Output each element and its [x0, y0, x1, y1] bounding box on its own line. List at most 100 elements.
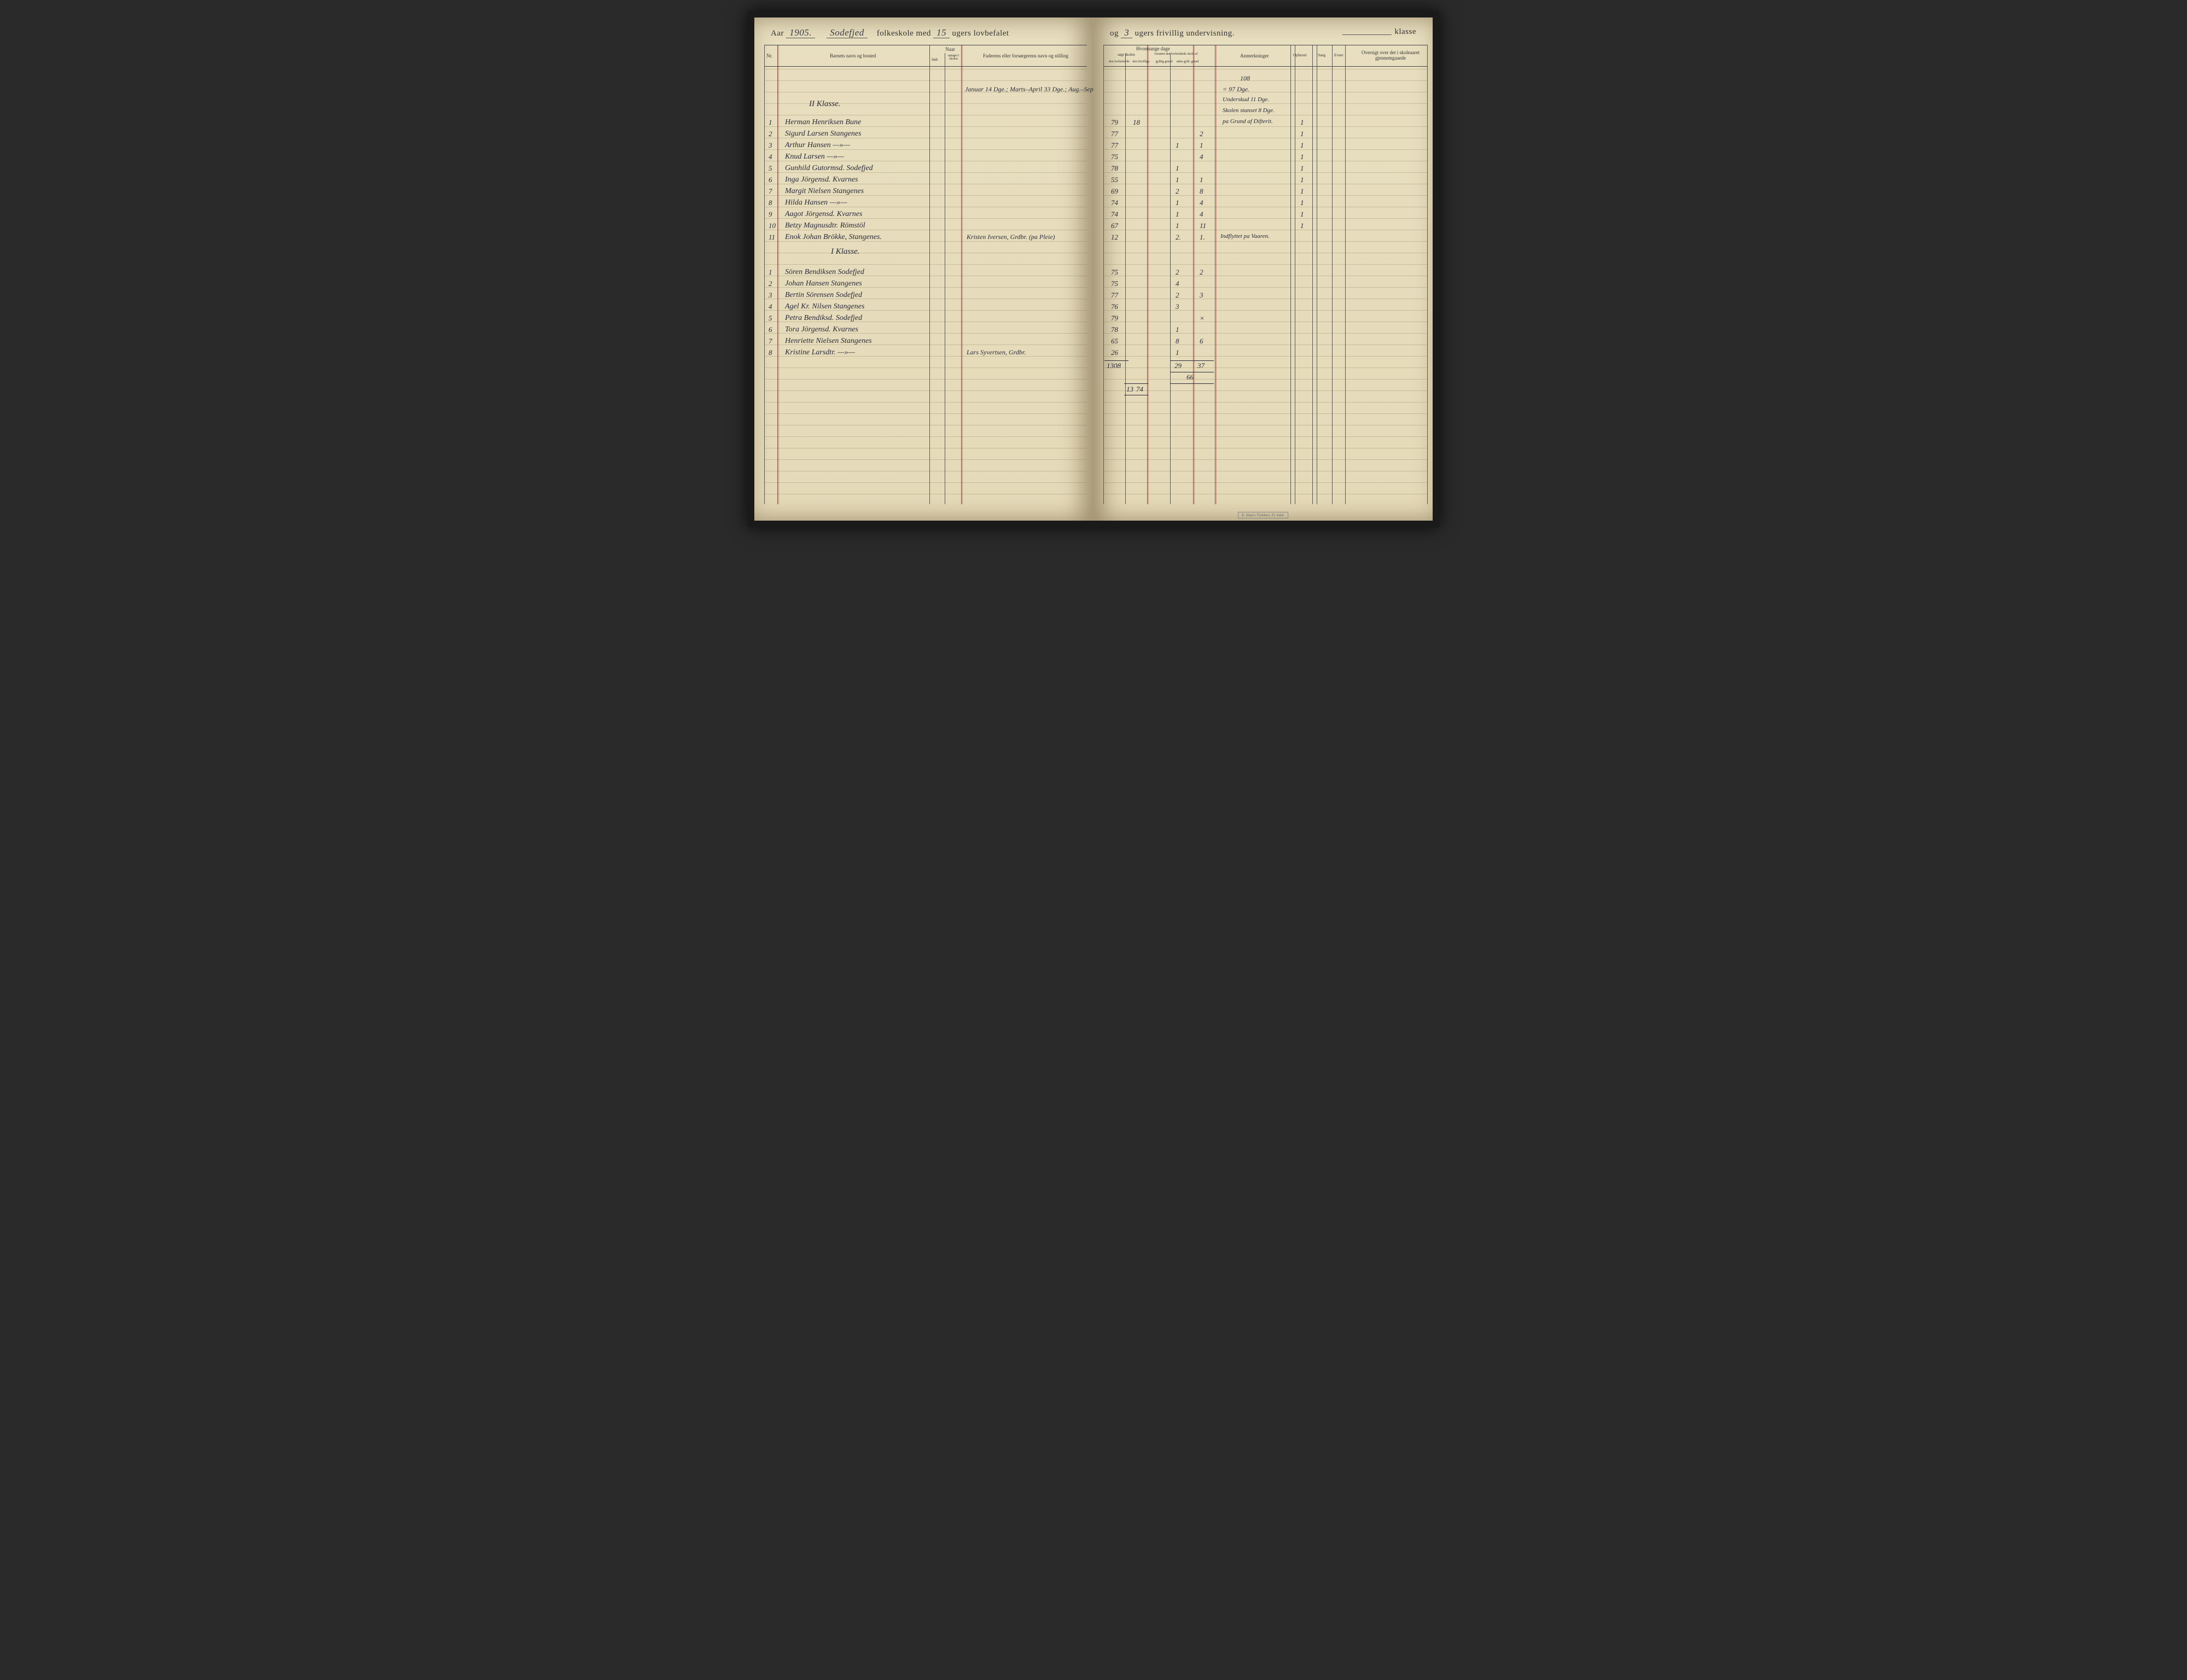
cell-value: 79 [1111, 118, 1118, 127]
mark: 1 [1300, 118, 1304, 127]
note-stanset: Skolen stanset 8 Dge. [1223, 107, 1275, 114]
vline [778, 45, 779, 504]
klasse-label: klasse [1394, 27, 1416, 37]
col-optaget: optaget i skolen [946, 54, 961, 61]
hline [764, 379, 1087, 380]
student-name: Gunhild Gutormsd. Sodefjed [785, 164, 873, 173]
col-barnets: Barnets navn og bosted [830, 53, 876, 59]
aar-value: 1905. [786, 27, 815, 38]
col-sogt: søgt skolen [1118, 52, 1135, 57]
title-text3: og [1110, 29, 1119, 38]
vline [1332, 45, 1333, 504]
hline [764, 195, 1087, 196]
cell-value: 77 [1111, 141, 1118, 150]
hline [764, 241, 1087, 242]
father-name: Lars Syvertsen, Grdbr. [967, 348, 1026, 357]
col-opforsel: Opførsel [1293, 53, 1307, 57]
hline [764, 459, 1087, 460]
hline [764, 413, 1087, 414]
cell-value: 1 [1176, 221, 1179, 230]
row-nr: 9 [769, 210, 772, 219]
cell-value: 2 [1200, 130, 1203, 138]
cell-value: 2 [1176, 187, 1179, 196]
hline [764, 218, 1087, 219]
cell-value: 11 [1200, 221, 1206, 230]
hline [764, 172, 1087, 173]
student-name: Arthur Hansen —»— [785, 141, 850, 150]
hline [764, 80, 1087, 81]
hline [764, 310, 1087, 311]
col-evner: Evner [1334, 53, 1343, 57]
vline [961, 45, 962, 504]
title-text2: ugers lovbefalet [952, 29, 1009, 38]
hline [764, 149, 1087, 150]
cell-value: 2. [1176, 233, 1181, 242]
sum-line [1170, 360, 1214, 361]
student-name: Knud Larsen —»— [785, 153, 844, 161]
total-sum1: 1308 [1107, 361, 1121, 370]
printer-footer: E. Ham's Trykkeri, Fr. hald. [1238, 512, 1288, 518]
cell-value: 1. [1200, 233, 1205, 242]
class2-label: II Klasse. [809, 100, 841, 109]
title-text1: folkeskole med [877, 29, 931, 38]
hline [764, 264, 1087, 265]
col-hvormange: Hvormange dage [1136, 46, 1170, 51]
col-oversigt: Oversigt over det i skoleaaret gjennemga… [1355, 50, 1426, 61]
sum-line [1104, 360, 1129, 361]
klasse-blank [1342, 27, 1392, 35]
cell-value: 1 [1200, 176, 1203, 184]
hline [1103, 356, 1427, 357]
student-name: Sigurd Larsen Stangenes [785, 130, 861, 138]
cell-value: 12 [1111, 233, 1118, 242]
hline [764, 103, 1087, 104]
row-nr: 6 [769, 176, 772, 184]
mark: 1 [1300, 153, 1304, 161]
vline [1148, 45, 1149, 504]
hline [1103, 264, 1427, 265]
father-name: Kristen Iversen, Grdbr. (pa Pleie) [967, 233, 1055, 241]
row-nr: 2 [769, 130, 772, 138]
col-sang: Sang [1318, 53, 1325, 57]
cell-value: 69 [1111, 187, 1118, 196]
hline [1103, 241, 1427, 242]
vline [962, 45, 963, 504]
hline [1103, 436, 1427, 437]
mark: 1 [1300, 130, 1304, 138]
col-uden: uden gyld. grund [1173, 60, 1202, 63]
school-name: Sodefjed [827, 27, 868, 38]
header-row-right: Hvormange dage søgt skolen forsømt den l… [1103, 45, 1427, 67]
hline [1103, 379, 1427, 380]
student-name: Hilda Hansen —»— [785, 199, 847, 207]
hline [1103, 80, 1427, 81]
cell-value: 1 [1176, 141, 1179, 150]
vline [1193, 45, 1194, 504]
row-nr: 5 [769, 164, 772, 173]
col-forsomt: forsømt den lovbefalede skole af [1151, 52, 1201, 56]
cell-value: 4 [1200, 153, 1203, 161]
vline [777, 45, 778, 504]
hline [1103, 459, 1427, 460]
cell-value: 4 [1200, 199, 1203, 207]
weeks-voluntary: 3 [1121, 27, 1132, 38]
hline [1103, 287, 1427, 288]
mark: 1 [1300, 141, 1304, 150]
weeks-compulsory: 15 [933, 27, 950, 38]
hline [1103, 195, 1427, 196]
cell-value: 1 [1176, 210, 1179, 219]
hline [1103, 149, 1427, 150]
student-name: Betzy Magnusdtr. Römstöl [785, 221, 865, 230]
cell-value: 75 [1111, 153, 1118, 161]
vline [1147, 45, 1148, 504]
right-page: og 3 ugers frivillig undervisning. klass… [1094, 18, 1433, 521]
row-nr: 3 [769, 141, 772, 150]
vline [1194, 45, 1195, 504]
header-row-left: Nr. Barnets navn og bosted Naar født opt… [764, 45, 1087, 67]
total-mid: 66 [1186, 373, 1194, 382]
total-c4: 37 [1197, 361, 1205, 370]
note-underskud: Underskud 11 Dge. [1223, 96, 1269, 103]
student-name: Enok Johan Brökke, Stangenes. [785, 233, 882, 242]
mark: 1 [1300, 164, 1304, 173]
mark: 1 [1300, 176, 1304, 184]
title-right: og 3 ugers frivillig undervisning. klass… [1110, 27, 1422, 38]
row-nr: 1 [769, 118, 772, 127]
